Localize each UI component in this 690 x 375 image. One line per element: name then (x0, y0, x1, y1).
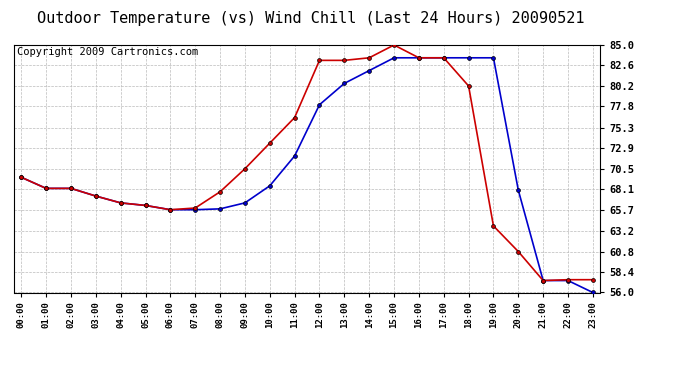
Text: Copyright 2009 Cartronics.com: Copyright 2009 Cartronics.com (17, 48, 198, 57)
Text: Outdoor Temperature (vs) Wind Chill (Last 24 Hours) 20090521: Outdoor Temperature (vs) Wind Chill (Las… (37, 11, 584, 26)
